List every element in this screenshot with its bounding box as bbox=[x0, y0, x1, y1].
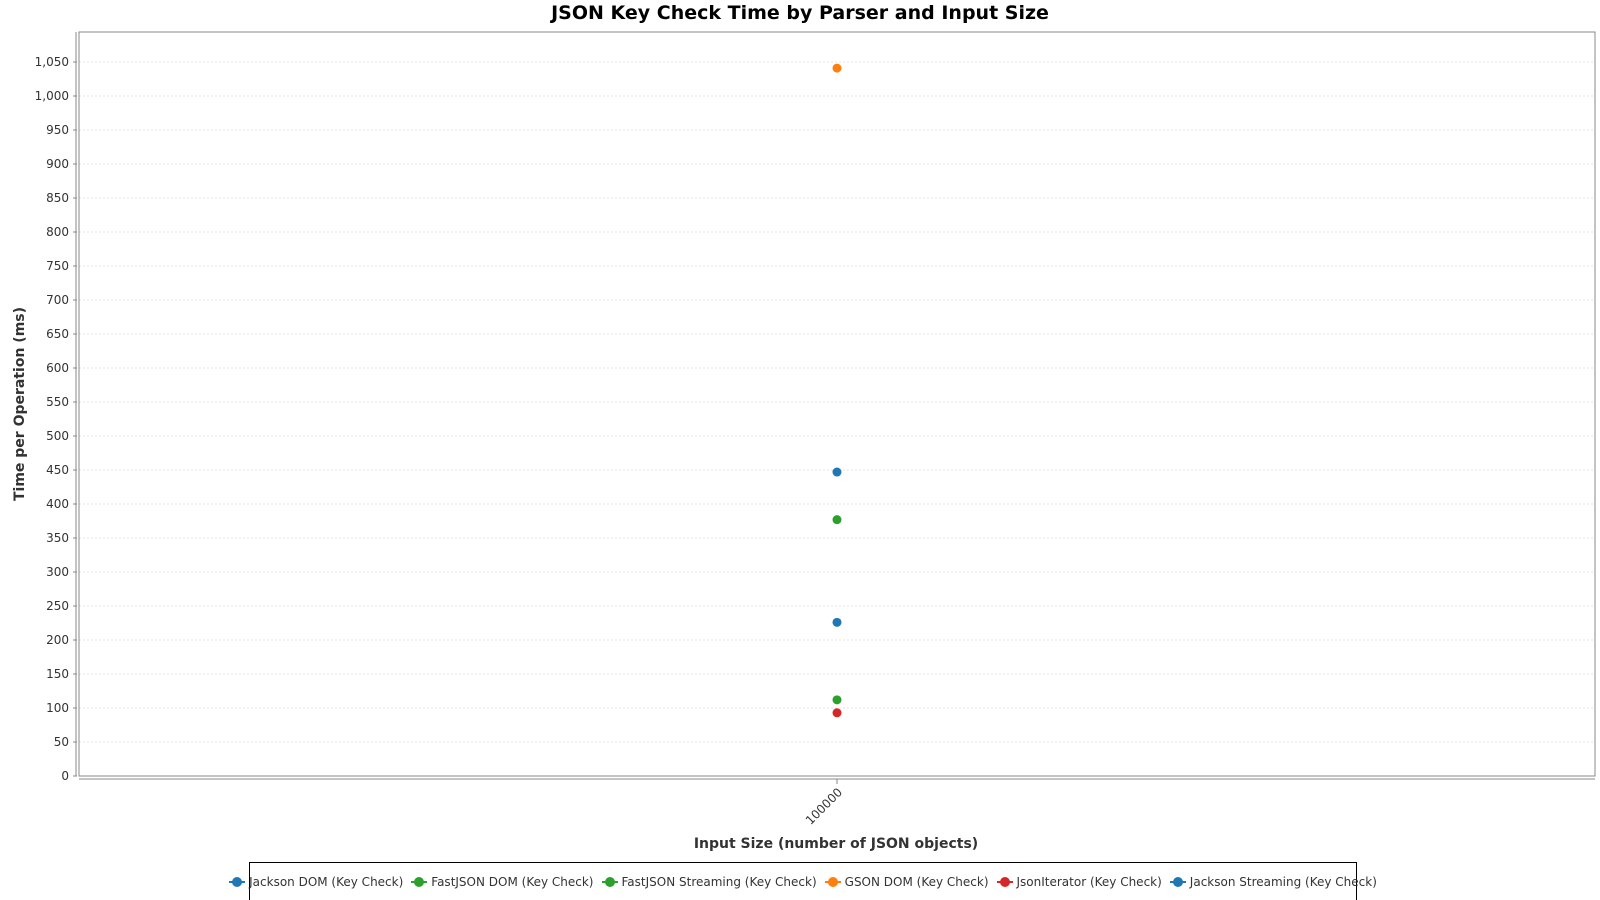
legend-marker-icon bbox=[601, 877, 618, 887]
y-tick-label: 700 bbox=[46, 293, 69, 307]
legend-label: Jackson Streaming (Key Check) bbox=[1189, 875, 1377, 889]
grid-lines bbox=[79, 61, 1595, 743]
legend-label: FastJSON DOM (Key Check) bbox=[431, 875, 594, 889]
y-tick-label: 250 bbox=[46, 599, 69, 613]
legend-item: GSON DOM (Key Check) bbox=[824, 875, 989, 889]
chart-title: JSON Key Check Time by Parser and Input … bbox=[549, 2, 1049, 24]
y-tick-label: 650 bbox=[46, 327, 69, 341]
y-tick-label: 200 bbox=[46, 633, 69, 647]
legend-item: Jackson Streaming (Key Check) bbox=[1169, 875, 1377, 889]
y-tick-label: 1,000 bbox=[35, 89, 69, 103]
data-point bbox=[832, 617, 842, 627]
legend-marker-icon bbox=[824, 877, 841, 887]
y-tick-label: 850 bbox=[46, 191, 69, 205]
y-tick-label: 300 bbox=[46, 565, 69, 579]
y-axis-label: Time per Operation (ms) bbox=[12, 307, 28, 501]
legend-marker-icon bbox=[996, 877, 1013, 887]
y-tick-label: 800 bbox=[46, 225, 69, 239]
y-tick-label: 400 bbox=[46, 497, 69, 511]
data-point bbox=[832, 708, 842, 718]
plot-area bbox=[78, 31, 1596, 777]
legend-label: FastJSON Streaming (Key Check) bbox=[621, 875, 817, 889]
data-point bbox=[832, 515, 842, 525]
legend: Jackson DOM (Key Check) FastJSON DOM (Key… bbox=[229, 862, 1377, 900]
y-tick-label: 100 bbox=[46, 701, 69, 715]
x-tick-label: 100000 bbox=[803, 785, 845, 827]
legend-item: FastJSON DOM (Key Check) bbox=[411, 875, 594, 889]
legend-marker-icon bbox=[229, 877, 246, 887]
data-point bbox=[832, 467, 842, 477]
y-tick-label: 900 bbox=[46, 157, 69, 171]
legend-label: GSON DOM (Key Check) bbox=[844, 875, 989, 889]
axes bbox=[75, 32, 1595, 780]
y-tick-label: 600 bbox=[46, 361, 69, 375]
y-tick-label: 1,050 bbox=[35, 55, 69, 69]
legend-label: Jackson DOM (Key Check) bbox=[249, 875, 404, 889]
legend-label: JsonIterator (Key Check) bbox=[1016, 875, 1162, 889]
y-tick-label: 950 bbox=[46, 123, 69, 137]
legend-marker-icon bbox=[411, 877, 428, 887]
data-points bbox=[832, 63, 842, 718]
data-point bbox=[832, 695, 842, 705]
y-tick-label: 450 bbox=[46, 463, 69, 477]
legend-item: FastJSON Streaming (Key Check) bbox=[601, 875, 817, 889]
x-axis-label: Input Size (number of JSON objects) bbox=[694, 836, 978, 852]
y-axis-ticks: 0 50 100 150 200 250 300 350 400 450 500 550 600 650 7… bbox=[35, 55, 77, 783]
x-axis-ticks: 100000 bbox=[803, 779, 845, 828]
y-tick-label: 50 bbox=[54, 735, 69, 749]
y-tick-label: 550 bbox=[46, 395, 69, 409]
data-point bbox=[832, 63, 842, 73]
legend-item: JsonIterator (Key Check) bbox=[996, 875, 1162, 889]
legend-item: Jackson DOM (Key Check) bbox=[229, 875, 403, 889]
legend-marker-icon bbox=[1169, 877, 1186, 887]
y-tick-label: 500 bbox=[46, 429, 69, 443]
y-tick-label: 150 bbox=[46, 667, 69, 681]
y-tick-label: 0 bbox=[61, 769, 69, 783]
y-tick-label: 750 bbox=[46, 259, 69, 273]
y-tick-label: 350 bbox=[46, 531, 69, 545]
